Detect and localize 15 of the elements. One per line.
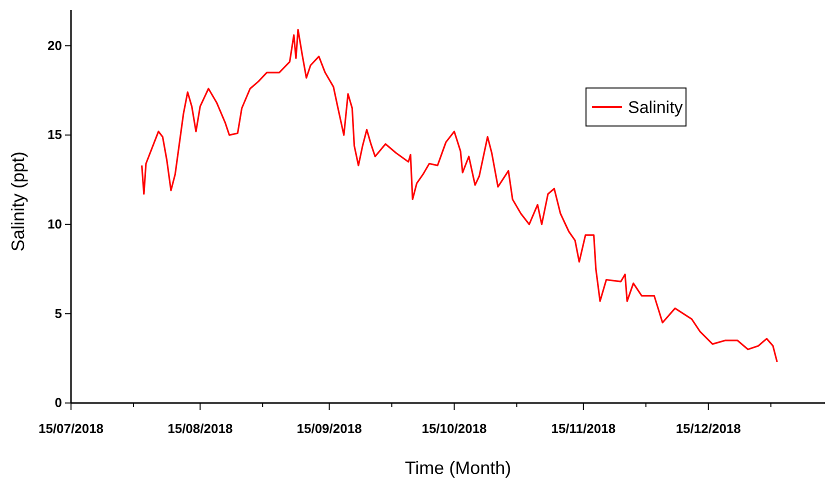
x-tick-label: 15/12/2018 <box>676 420 741 436</box>
line-series <box>141 28 778 363</box>
x-tick-label: 15/07/2018 <box>38 420 104 436</box>
x-tick-label: 15/10/2018 <box>422 420 487 436</box>
x-tick-label: 15/08/2018 <box>168 420 233 436</box>
y-tick-label: 0 <box>54 395 62 410</box>
y-tick-label: 20 <box>48 38 62 53</box>
legend-label: Salinity <box>628 98 684 117</box>
x-axis-title: Time (Month) <box>404 458 512 478</box>
x-tick-label: 15/11/2018 <box>551 420 616 436</box>
y-axis-title: Salinity (ppt) <box>8 151 28 252</box>
y-tick-label: 10 <box>48 216 62 232</box>
y-tick-label: 15 <box>48 127 62 142</box>
x-tick-label: 15/09/2018 <box>296 420 362 436</box>
y-tick-label: 5 <box>54 306 62 321</box>
